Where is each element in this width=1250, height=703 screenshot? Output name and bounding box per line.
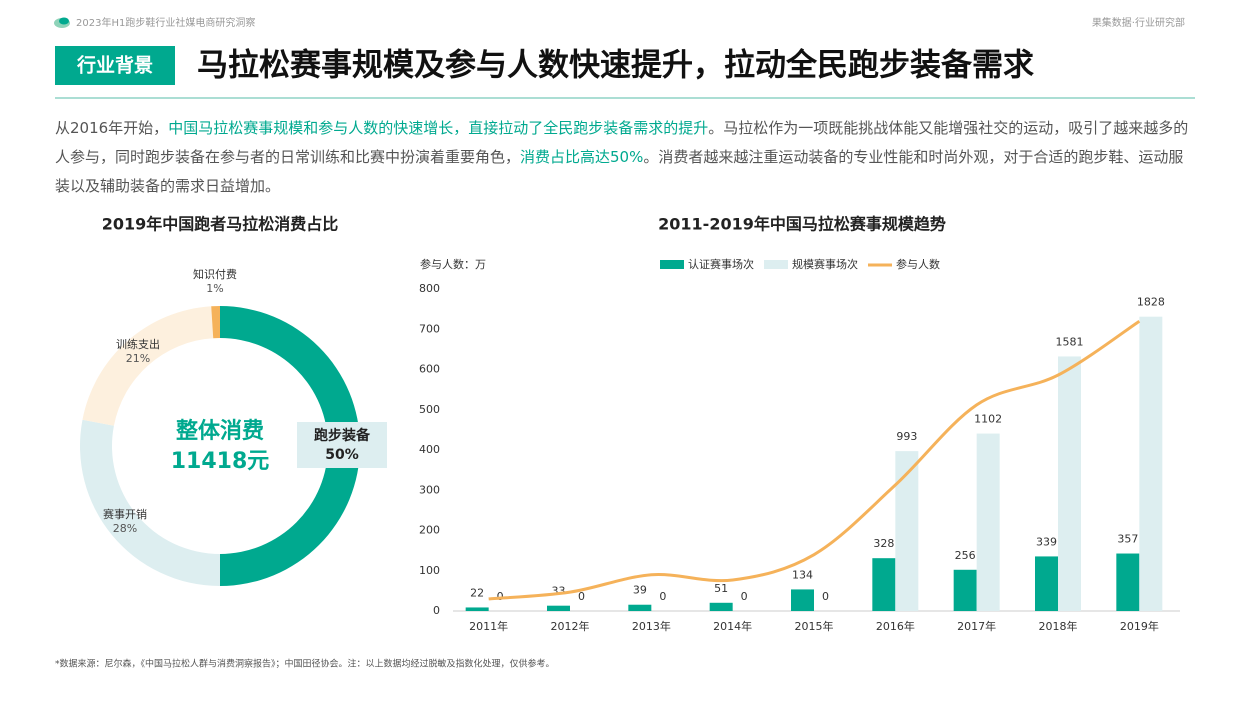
bar-value: 357 bbox=[1117, 533, 1138, 546]
center-label: 整体消费 bbox=[176, 418, 264, 444]
bar-value: 328 bbox=[873, 537, 894, 550]
y-tick-label: 600 bbox=[419, 363, 440, 376]
bar bbox=[709, 602, 733, 611]
legend-label: 参与人数 bbox=[896, 257, 940, 271]
intro: 从2016年开始，中国马拉松赛事规模和参与人数的快速增长，直接拉动了全民跑步装备… bbox=[55, 114, 1197, 201]
y-tick-label: 0 bbox=[433, 604, 440, 617]
report-name: 2023年H1跑步鞋行业社媒电商研究洞察 bbox=[76, 16, 255, 29]
bar-value: 993 bbox=[896, 430, 917, 443]
y-tick-label: 200 bbox=[419, 524, 440, 537]
donut-slice bbox=[82, 306, 214, 426]
donut-slice bbox=[79, 419, 220, 586]
y-tick-label: 500 bbox=[419, 403, 440, 416]
bar bbox=[895, 451, 919, 611]
slice-value: 1% bbox=[206, 282, 223, 295]
slice-value: 50% bbox=[325, 447, 359, 463]
bar-value: 339 bbox=[1036, 535, 1057, 548]
x-tick-label: 2014年 bbox=[713, 619, 752, 633]
bar bbox=[1035, 556, 1058, 611]
x-tick-label: 2016年 bbox=[876, 619, 915, 633]
tag-box bbox=[55, 46, 175, 85]
y-tick-label: 400 bbox=[419, 443, 440, 456]
line bbox=[488, 319, 1141, 601]
slice-label: 训练支出 bbox=[116, 337, 160, 351]
bar bbox=[628, 604, 652, 611]
y-tick-label: 100 bbox=[419, 564, 440, 577]
bar bbox=[465, 607, 489, 611]
slice-label: 赛事开销 bbox=[103, 507, 147, 521]
x-tick-label: 2015年 bbox=[795, 619, 834, 633]
bar-value: 0 bbox=[822, 590, 829, 603]
bar bbox=[976, 433, 1000, 611]
x-tick-label: 2013年 bbox=[632, 619, 671, 633]
legend-swatch bbox=[764, 260, 788, 269]
bar bbox=[1139, 316, 1163, 611]
center-value: 11418元 bbox=[171, 449, 270, 474]
intro-text: 消费占比高达50% bbox=[520, 148, 644, 166]
bar-value: 39 bbox=[633, 584, 647, 597]
intro-text: 中国马拉松赛事规模和参与人数的快速增长，直接拉动了全民跑步装备需求的提升 bbox=[168, 119, 709, 137]
bar-value: 51 bbox=[714, 582, 728, 595]
y-tick-label: 700 bbox=[419, 322, 440, 335]
intro-text: 。马拉松作为一项既能挑战体能又能增强社交的运动，吸引了越来越多的人参与，同时跑步… bbox=[55, 119, 1189, 166]
legend-label: 认证赛事场次 bbox=[688, 257, 754, 271]
y-axis-label: 参与人数：万 bbox=[420, 257, 486, 271]
tag: 行业背景 bbox=[76, 54, 153, 77]
bar-value: 0 bbox=[659, 590, 666, 603]
bar-value: 1828 bbox=[1137, 296, 1165, 309]
x-tick-label: 2012年 bbox=[551, 619, 590, 633]
org-name: 果集数据·行业研究部 bbox=[1092, 16, 1185, 29]
y-tick-label: 300 bbox=[419, 483, 440, 496]
page-title: 马拉松赛事规模及参与人数快速提升，拉动全民跑步装备需求 bbox=[197, 48, 1034, 84]
legend-swatch bbox=[660, 260, 684, 269]
legend-label: 规模赛事场次 bbox=[792, 257, 858, 271]
bar-value: 0 bbox=[578, 590, 585, 603]
bar bbox=[547, 605, 570, 611]
bar-value: 256 bbox=[955, 549, 976, 562]
bar-value: 1102 bbox=[974, 413, 1002, 426]
x-tick-label: 2011年 bbox=[469, 619, 508, 633]
x-tick-label: 2018年 bbox=[1039, 619, 1078, 633]
footnote: *数据来源：尼尔森，《中国马拉松人群与消费洞察报告》；中国田径协会。注：以上数据… bbox=[55, 658, 555, 670]
bar-value: 33 bbox=[552, 585, 566, 598]
slice-label: 跑步装备 bbox=[314, 427, 371, 444]
label-box bbox=[297, 422, 387, 468]
slice-value: 28% bbox=[113, 522, 137, 535]
bar bbox=[791, 589, 814, 611]
x-tick-label: 2019年 bbox=[1120, 619, 1159, 633]
intro-text: 。消费者越来越注重运动装备的专业性能和时尚外观，对于合适的跑步鞋、运动服装以及辅… bbox=[55, 148, 1184, 195]
chart-title: 2011-2019年中国马拉松赛事规模趋势 bbox=[658, 215, 946, 234]
bar-value: 1581 bbox=[1056, 335, 1084, 348]
donut-slice bbox=[220, 306, 360, 586]
bar-value: 0 bbox=[497, 590, 504, 603]
bar bbox=[872, 558, 896, 611]
chart-title: 2019年中国跑者马拉松消费占比 bbox=[102, 215, 339, 234]
logo-inner bbox=[59, 17, 69, 25]
y-tick-label: 800 bbox=[419, 282, 440, 295]
x-tick-label: 2017年 bbox=[957, 619, 996, 633]
bar-value: 134 bbox=[792, 568, 813, 581]
bar bbox=[1116, 553, 1140, 611]
intro-text: 从2016年开始， bbox=[55, 119, 169, 137]
bar-value: 0 bbox=[741, 590, 748, 603]
slice-label: 知识付费 bbox=[193, 267, 237, 281]
slice-value: 21% bbox=[126, 352, 150, 365]
donut-slice bbox=[211, 306, 220, 339]
bar bbox=[1058, 356, 1081, 611]
bar-value: 22 bbox=[470, 586, 484, 599]
bar bbox=[953, 569, 977, 611]
